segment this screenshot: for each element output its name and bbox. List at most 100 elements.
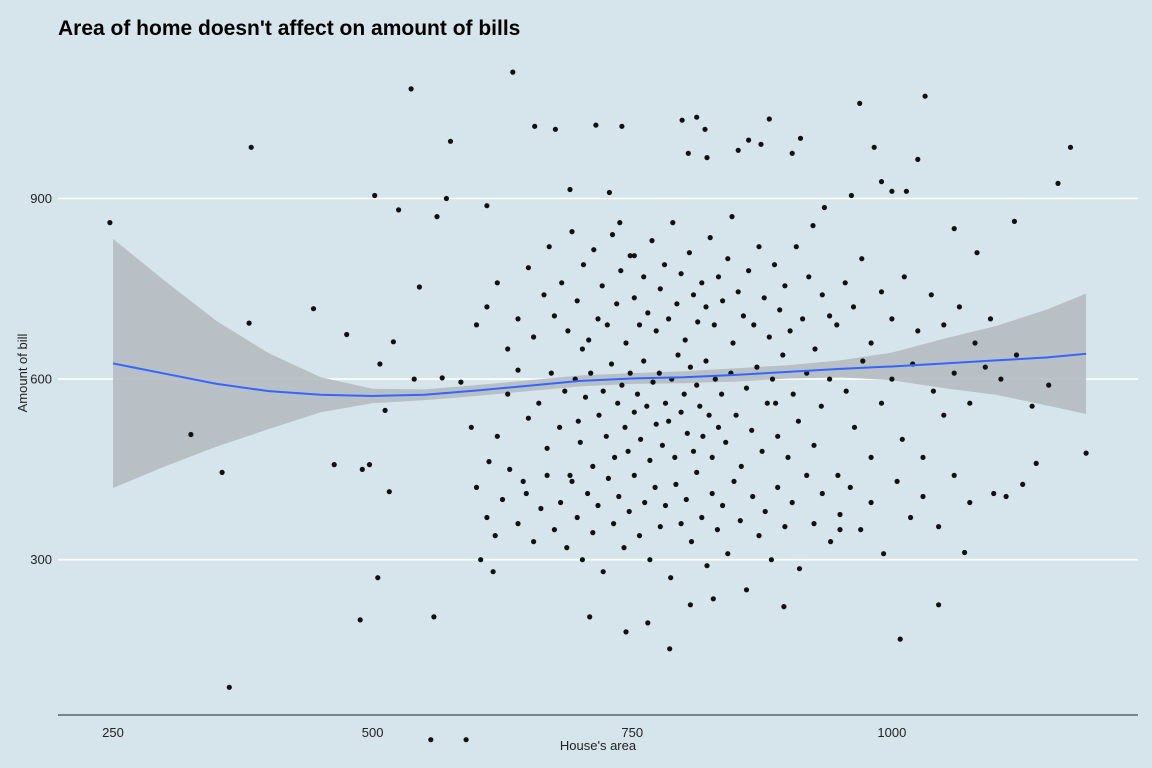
data-point <box>188 431 194 438</box>
data-point <box>617 220 623 226</box>
data-point <box>574 298 580 304</box>
data-point <box>551 527 558 533</box>
data-point <box>641 358 647 364</box>
data-point <box>702 126 708 132</box>
data-point <box>709 490 715 497</box>
data-point <box>310 306 317 312</box>
data-point <box>759 448 765 454</box>
data-point <box>821 204 828 211</box>
data-point <box>622 424 628 430</box>
data-point <box>850 304 857 310</box>
data-point <box>604 322 610 328</box>
data-point <box>766 116 772 122</box>
data-point <box>541 292 547 298</box>
data-point <box>725 256 731 262</box>
data-point <box>575 418 581 424</box>
confidence-band-area <box>113 238 1087 489</box>
data-point <box>700 433 706 439</box>
data-point <box>606 189 613 196</box>
data-point <box>796 566 803 572</box>
data-point <box>782 524 788 530</box>
data-point <box>951 226 957 232</box>
data-point <box>837 511 843 518</box>
data-point <box>638 436 644 442</box>
data-point <box>531 334 537 340</box>
data-point <box>652 484 658 490</box>
data-point <box>974 250 980 256</box>
data-point <box>668 575 674 581</box>
data-point <box>618 268 624 274</box>
data-point <box>858 527 864 533</box>
data-point <box>645 620 651 626</box>
data-point <box>699 514 705 521</box>
data-point <box>536 400 542 406</box>
data-point <box>579 346 586 352</box>
data-point <box>1067 144 1074 150</box>
data-point <box>750 493 756 500</box>
data-point <box>608 361 615 367</box>
data-point <box>634 391 641 397</box>
data-point <box>473 484 480 490</box>
data-point <box>720 502 726 509</box>
data-point <box>678 521 684 527</box>
data-point <box>375 575 381 581</box>
data-point <box>434 214 440 220</box>
data-point <box>494 280 500 286</box>
data-point <box>695 319 701 325</box>
data-point <box>662 400 669 406</box>
data-point <box>685 150 691 156</box>
data-point <box>546 244 552 250</box>
data-point <box>733 412 739 418</box>
data-point <box>649 238 655 244</box>
data-point <box>761 295 767 301</box>
data-point <box>804 472 810 478</box>
data-point <box>559 280 565 286</box>
data-point <box>920 454 926 460</box>
data-point <box>756 244 762 250</box>
data-point <box>596 412 602 418</box>
data-point <box>793 244 799 250</box>
confidence-band <box>113 238 1087 489</box>
data-point <box>868 340 874 346</box>
data-point <box>564 545 570 551</box>
data-point <box>756 533 762 539</box>
data-point <box>510 69 516 75</box>
data-point <box>619 123 625 129</box>
data-point <box>644 403 650 409</box>
data-point <box>551 313 558 319</box>
data-point <box>580 262 587 268</box>
data-point <box>894 478 900 484</box>
data-point <box>723 439 729 445</box>
data-point <box>490 569 496 575</box>
data-point <box>881 551 887 557</box>
data-point <box>746 137 752 143</box>
data-point <box>780 352 786 358</box>
data-point <box>674 301 680 307</box>
data-point <box>751 322 757 328</box>
data-point <box>558 499 564 506</box>
data-point <box>908 514 914 521</box>
data-point <box>915 156 921 162</box>
data-point <box>729 214 735 220</box>
data-point <box>775 484 781 490</box>
data-point <box>579 557 586 563</box>
data-point <box>605 475 612 481</box>
x-tick-label: 750 <box>621 725 643 740</box>
data-point <box>408 86 414 92</box>
data-point <box>737 518 743 524</box>
data-point <box>688 539 695 545</box>
data-point <box>787 328 793 334</box>
data-point <box>647 457 653 463</box>
data-point <box>619 382 625 388</box>
data-point <box>507 466 513 472</box>
data-point <box>591 247 597 253</box>
data-point <box>386 489 392 495</box>
data-point <box>499 496 506 503</box>
data-point <box>473 322 480 328</box>
data-point <box>447 138 454 144</box>
data-point <box>694 114 700 120</box>
data-point <box>704 563 710 569</box>
data-point <box>661 262 668 268</box>
data-point <box>492 533 498 539</box>
data-point <box>694 382 700 388</box>
